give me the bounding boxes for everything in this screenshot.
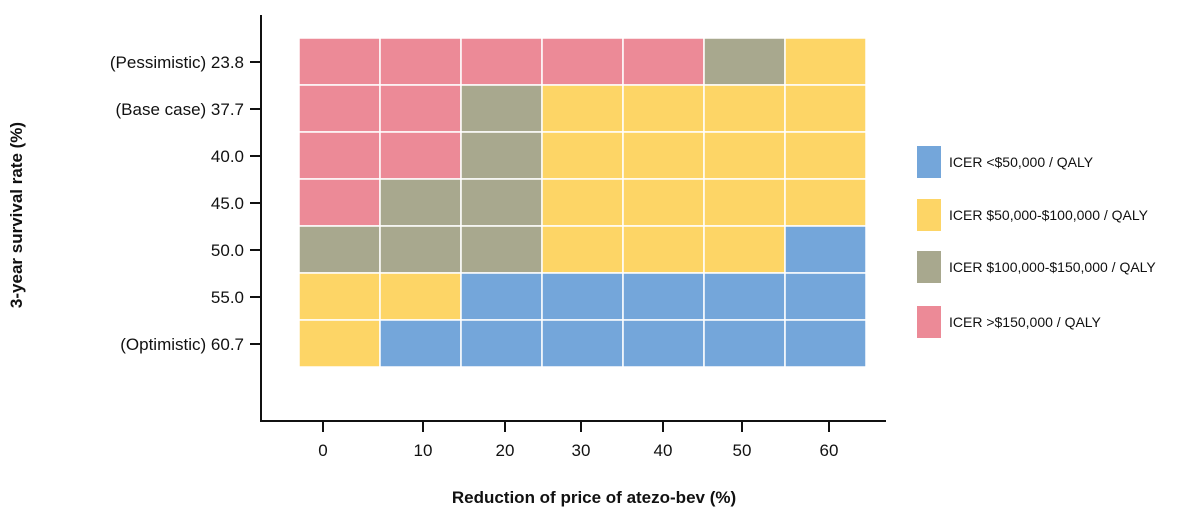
heatmap-cell-gray (379, 225, 462, 274)
heatmap-cell-gray (298, 225, 381, 274)
heatmap-cell-blue (703, 272, 786, 321)
heatmap-cell-yellow (703, 178, 786, 227)
legend-label-blue: ICER <$50,000 / QALY (949, 154, 1094, 170)
heatmap-cell-yellow (784, 131, 867, 180)
heatmap-cell-yellow (784, 84, 867, 133)
heatmap-cell-yellow (622, 131, 705, 180)
heatmap-cell-red (460, 37, 543, 86)
legend-label-gray: ICER $100,000-$150,000 / QALY (949, 259, 1156, 275)
heatmap-cell-yellow (541, 225, 624, 274)
heatmap-cells (298, 37, 867, 368)
x-tick-label: 40 (654, 441, 673, 460)
heatmap-cell-yellow (622, 225, 705, 274)
heatmap-cell-blue (541, 319, 624, 368)
heatmap-cell-yellow (298, 319, 381, 368)
y-tick-label: 40.0 (211, 147, 244, 166)
heatmap-cell-red (541, 37, 624, 86)
heatmap-cell-yellow (703, 131, 786, 180)
legend-swatch-red (917, 306, 941, 338)
heatmap-cell-yellow (784, 178, 867, 227)
heatmap-cell-red (298, 131, 381, 180)
heatmap-cell-gray (460, 84, 543, 133)
heatmap-cell-blue (460, 272, 543, 321)
heatmap-cell-gray (460, 178, 543, 227)
y-axis-ticks: (Pessimistic) 23.8 (Base case) 37.7 40.0 45… (110, 53, 261, 354)
heatmap-cell-gray (379, 178, 462, 227)
x-tick-label: 0 (318, 441, 327, 460)
legend: ICER <$50,000 / QALY ICER $50,000-$100,00… (917, 146, 1156, 338)
heatmap-cell-yellow (541, 131, 624, 180)
legend-swatch-gray (917, 251, 941, 283)
heatmap-cell-yellow (703, 225, 786, 274)
legend-swatch-blue (917, 146, 941, 178)
axes (260, 15, 886, 422)
x-tick-label: 30 (572, 441, 591, 460)
heatmap-cell-blue (703, 319, 786, 368)
legend-label-yellow: ICER $50,000-$100,000 / QALY (949, 207, 1149, 223)
x-axis-ticks: 0 10 20 30 40 50 60 (318, 421, 838, 460)
heatmap-cell-gray (703, 37, 786, 86)
heatmap-cell-blue (622, 319, 705, 368)
heatmap-cell-yellow (541, 178, 624, 227)
heatmap-cell-yellow (379, 272, 462, 321)
heatmap-cell-yellow (622, 178, 705, 227)
heatmap-cell-yellow (784, 37, 867, 86)
heatmap-cell-blue (784, 225, 867, 274)
x-tick-label: 10 (414, 441, 433, 460)
heatmap-cell-blue (541, 272, 624, 321)
heatmap-cell-yellow (622, 84, 705, 133)
heatmap-cell-yellow (541, 84, 624, 133)
x-tick-label: 60 (820, 441, 839, 460)
x-tick-label: 20 (496, 441, 515, 460)
heatmap-cell-gray (460, 225, 543, 274)
heatmap-cell-red (379, 37, 462, 86)
heatmap-cell-gray (460, 131, 543, 180)
heatmap-cell-blue (460, 319, 543, 368)
y-tick-label: (Optimistic) 60.7 (120, 335, 244, 354)
legend-swatch-yellow (917, 199, 941, 231)
y-tick-label: 55.0 (211, 288, 244, 307)
heatmap-cell-red (298, 178, 381, 227)
heatmap-cell-yellow (298, 272, 381, 321)
y-tick-label: 45.0 (211, 194, 244, 213)
y-tick-label: (Base case) 37.7 (115, 100, 244, 119)
heatmap-cell-blue (622, 272, 705, 321)
y-axis-title: 3-year survival rate (%) (7, 122, 26, 308)
y-tick-label: 50.0 (211, 241, 244, 260)
heatmap-cell-yellow (703, 84, 786, 133)
heatmap-cell-blue (784, 319, 867, 368)
heatmap-cell-red (298, 84, 381, 133)
y-tick-label: (Pessimistic) 23.8 (110, 53, 244, 72)
legend-label-red: ICER >$150,000 / QALY (949, 314, 1102, 330)
x-tick-label: 50 (733, 441, 752, 460)
heatmap-cell-red (298, 37, 381, 86)
heatmap-cell-red (379, 84, 462, 133)
x-axis-title: Reduction of price of atezo-bev (%) (452, 488, 736, 507)
heatmap-cell-blue (784, 272, 867, 321)
heatmap-cell-red (379, 131, 462, 180)
heatmap-cell-blue (379, 319, 462, 368)
heatmap-cell-red (622, 37, 705, 86)
